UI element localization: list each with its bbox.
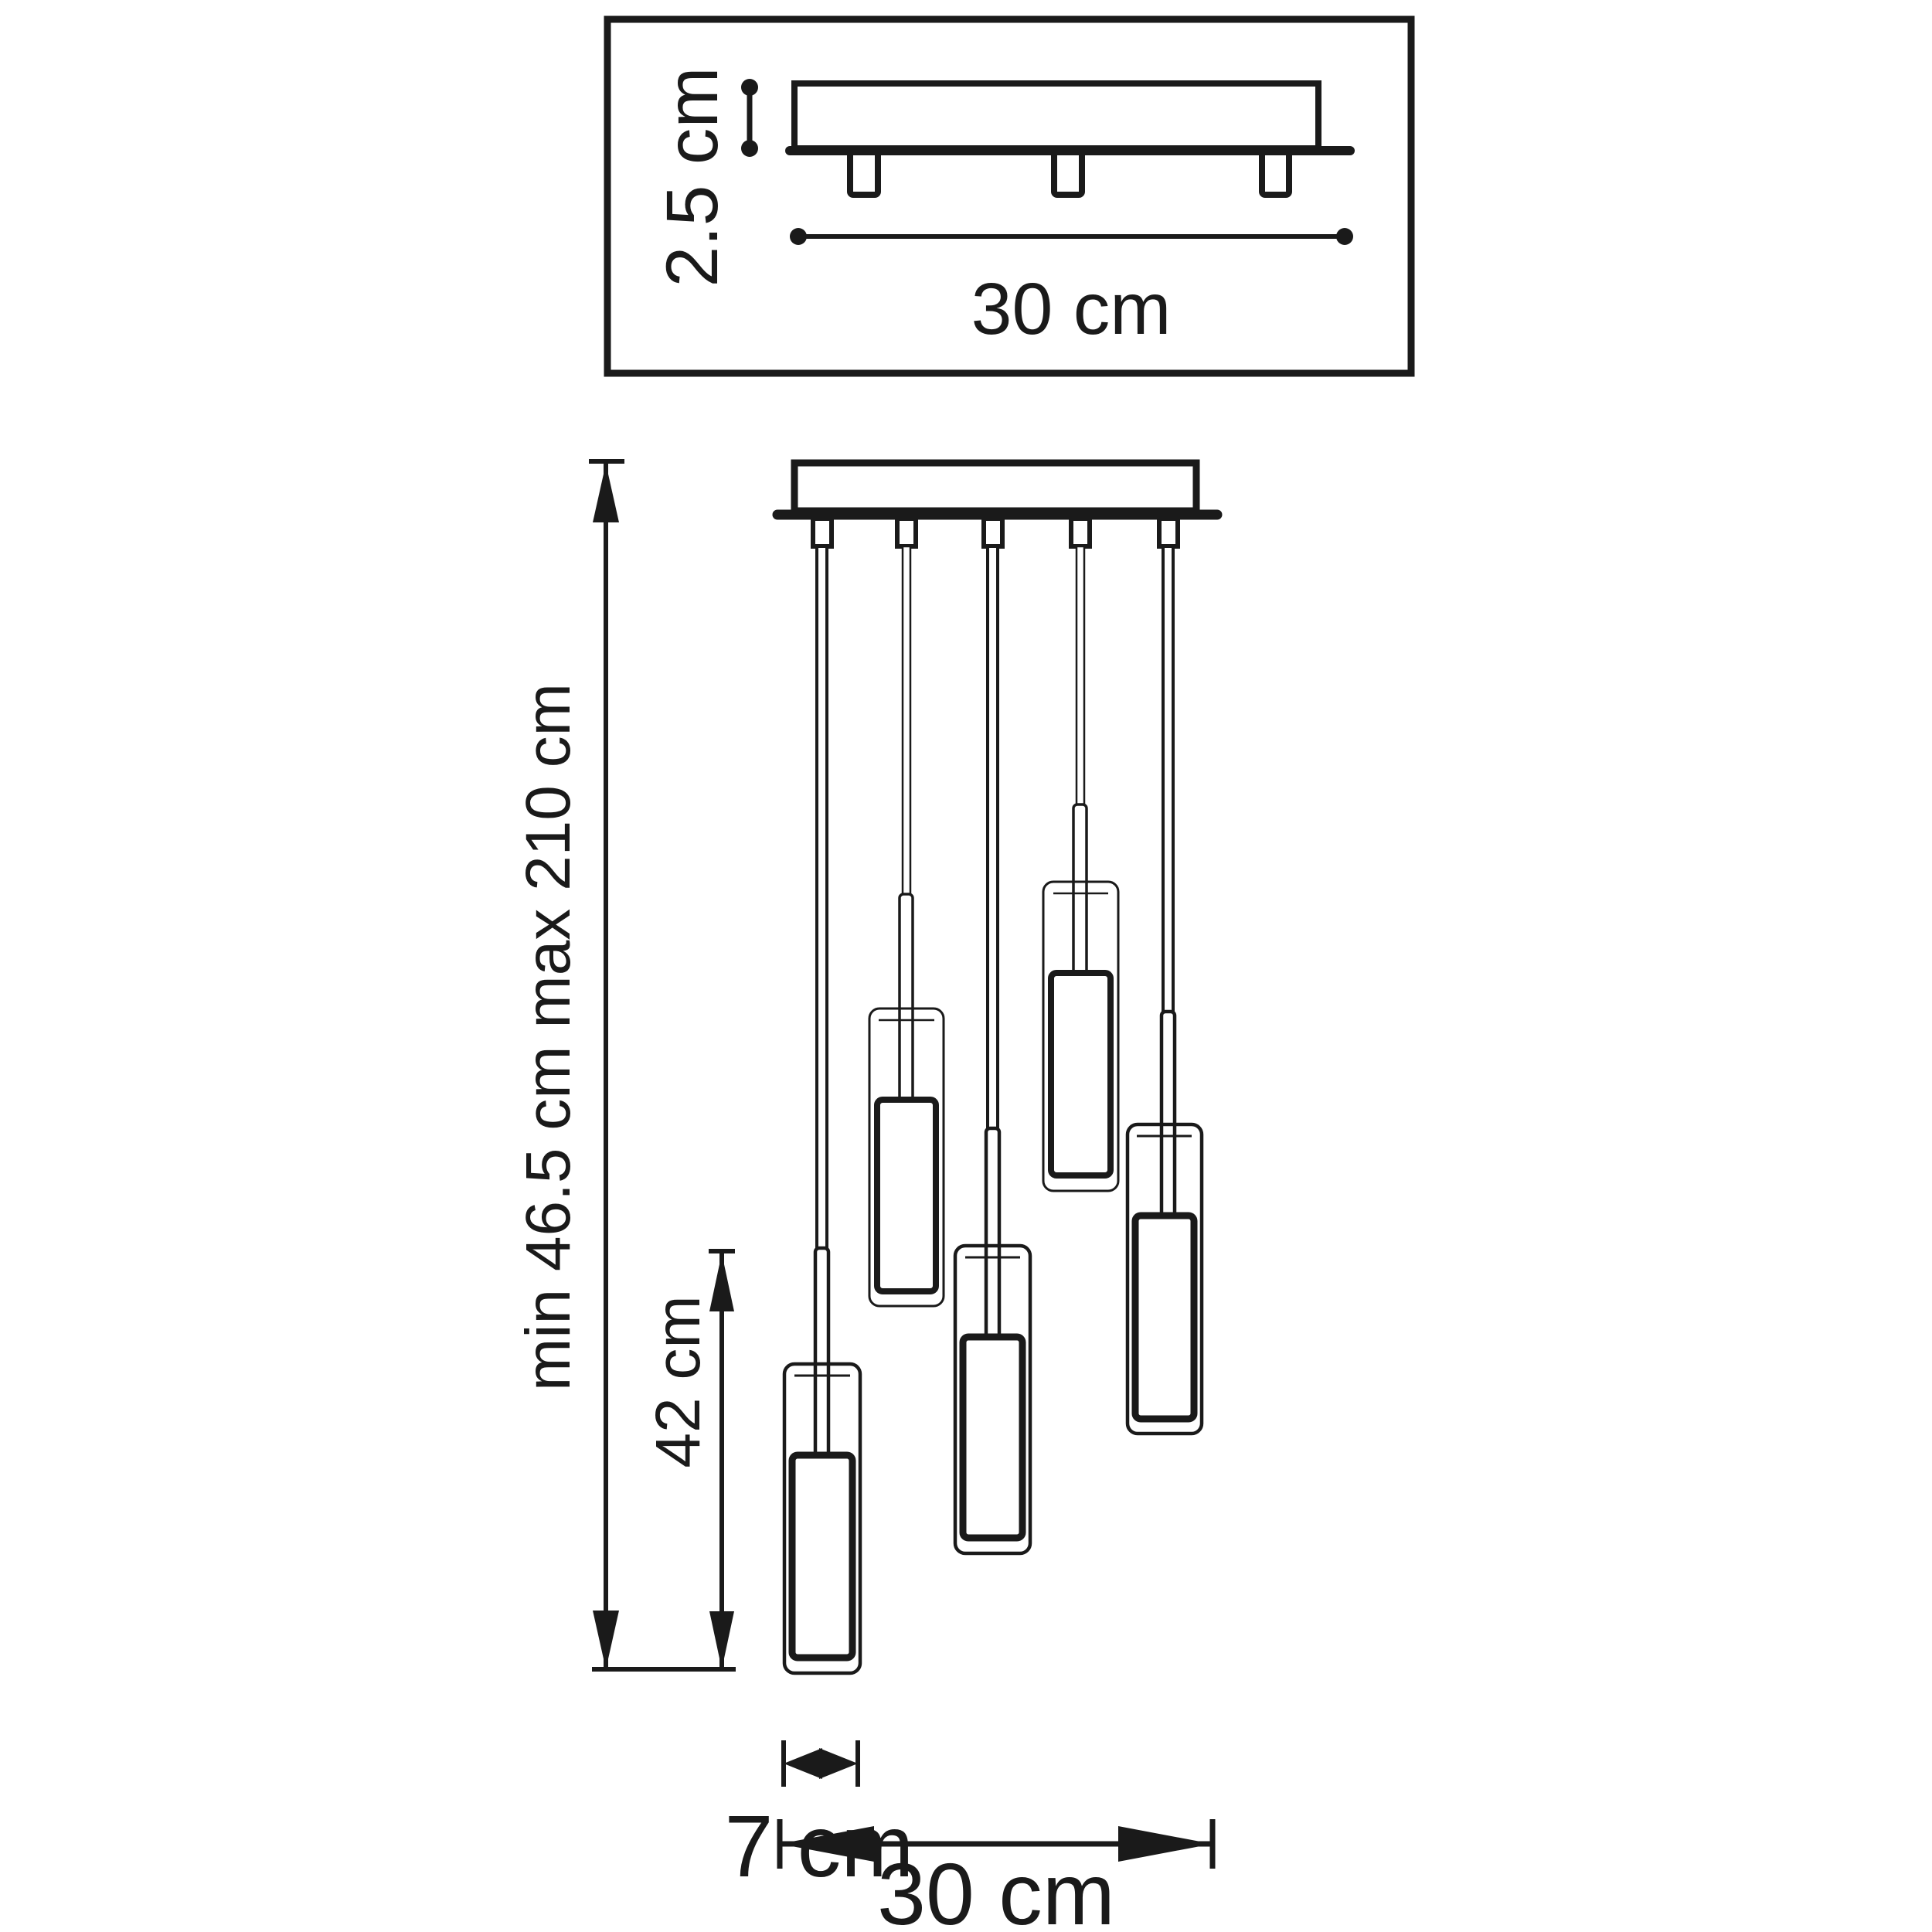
lamp-2-cord <box>901 545 912 897</box>
lamp-2-diffuser <box>874 1097 939 1294</box>
lamp-5-diffuser <box>1131 1212 1198 1423</box>
lamp-5-cord <box>1162 545 1175 1015</box>
lamp-4-glass-shade <box>1042 880 1120 1192</box>
lamp-3-cord <box>986 545 999 1133</box>
base-width-label: 30 cm <box>877 1845 1115 1932</box>
lamp-5-stem <box>1159 1009 1177 1219</box>
canopy-body-side-view <box>791 80 1321 151</box>
pendant-lamp-1 <box>782 545 862 1675</box>
lamp-1-cord <box>815 545 828 1253</box>
lamp-4-cord <box>1075 545 1086 808</box>
lamp-3-stem <box>984 1126 1002 1341</box>
dimension-canopy-width: 30 cm <box>790 228 1353 350</box>
dimension-canopy-height: 2.5 cm <box>651 66 758 287</box>
dimension-base-width: 30 cm <box>777 1819 1216 1932</box>
canopy-detail-inset: 2.5 cm 30 cm <box>604 15 1415 377</box>
canopy-height-label: 2.5 cm <box>651 66 733 287</box>
lamp-1-glass-shade <box>782 1362 862 1675</box>
lamp-1-diffuser <box>788 1451 856 1662</box>
lamp-1-stem <box>813 1246 831 1459</box>
pendant-lamp-5 <box>1125 545 1204 1436</box>
pendant-canopy-body <box>791 459 1200 515</box>
shade-drop-label: 42 cm <box>643 1295 713 1468</box>
pendant-fixture <box>772 459 1223 1675</box>
dimension-suspension-height: min 46.5 cm max 210 cm <box>513 459 736 1672</box>
lamp-2-stem <box>898 893 914 1104</box>
dimension-shade-drop: 42 cm <box>643 1249 735 1669</box>
lamp-2-glass-shade <box>868 1007 945 1308</box>
pendant-lamp-3 <box>953 545 1032 1556</box>
canopy-width-label: 30 cm <box>971 268 1172 350</box>
lamp-4-stem <box>1072 803 1088 976</box>
lamp-3-glass-shade <box>953 1243 1032 1556</box>
suspension-range-label: min 46.5 cm max 210 cm <box>513 683 583 1391</box>
lamp-3-diffuser <box>959 1333 1026 1542</box>
cord-connectors <box>811 516 1180 549</box>
lamp-5-glass-shade <box>1125 1122 1204 1436</box>
pendant-lamp-4 <box>1042 545 1120 1192</box>
pendant-lamp-2 <box>868 545 945 1308</box>
lamp-4-diffuser <box>1048 970 1114 1179</box>
